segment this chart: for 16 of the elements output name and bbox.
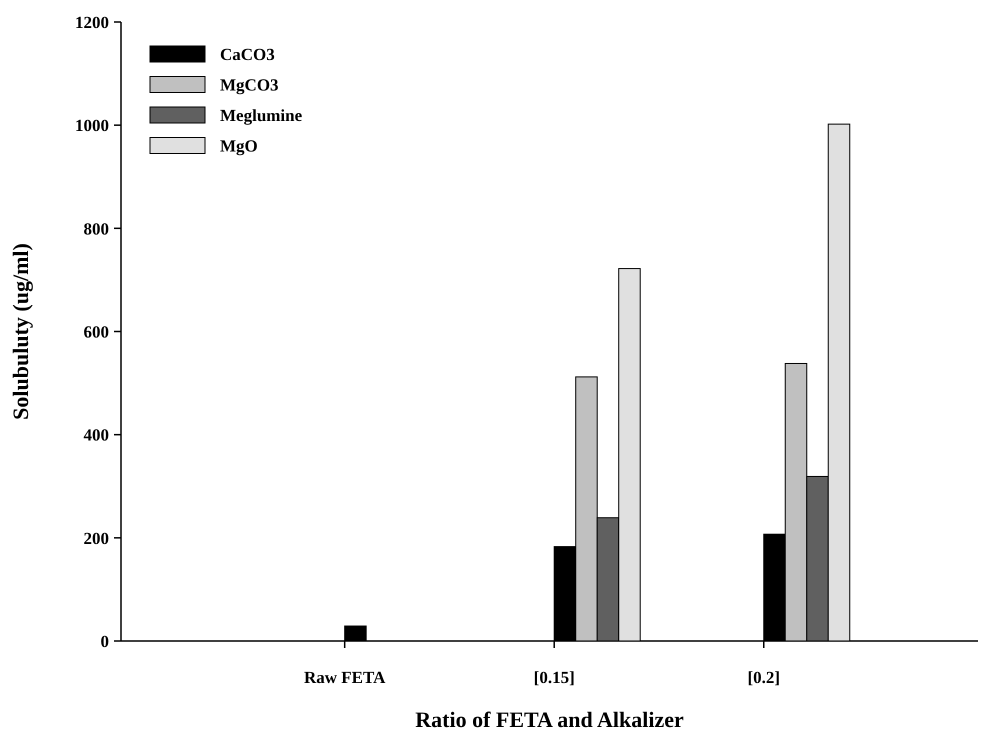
y-tick-label: 800 [84,219,109,238]
x-axis-title: Ratio of FETA and Alkalizer [415,707,684,732]
legend-label: MgO [220,136,258,156]
y-tick-label: 1200 [75,12,109,32]
x-tick-label: [0.15] [534,668,575,687]
x-tick-label: [0.2] [747,668,780,687]
y-tick-label: 200 [84,528,109,548]
legend-label: CaCO3 [220,44,275,64]
legend-label: Meglumine [220,106,303,125]
y-tick-label: 400 [84,426,109,445]
y-tick-label: 0 [100,632,109,651]
y-tick-label: 1000 [75,116,109,136]
legend-label: MgCO3 [220,75,279,94]
y-axis-title: Solubuluty (ug/ml) [8,243,33,420]
x-tick-label: Raw FETA [304,668,386,687]
y-tick-label: 600 [84,322,109,342]
